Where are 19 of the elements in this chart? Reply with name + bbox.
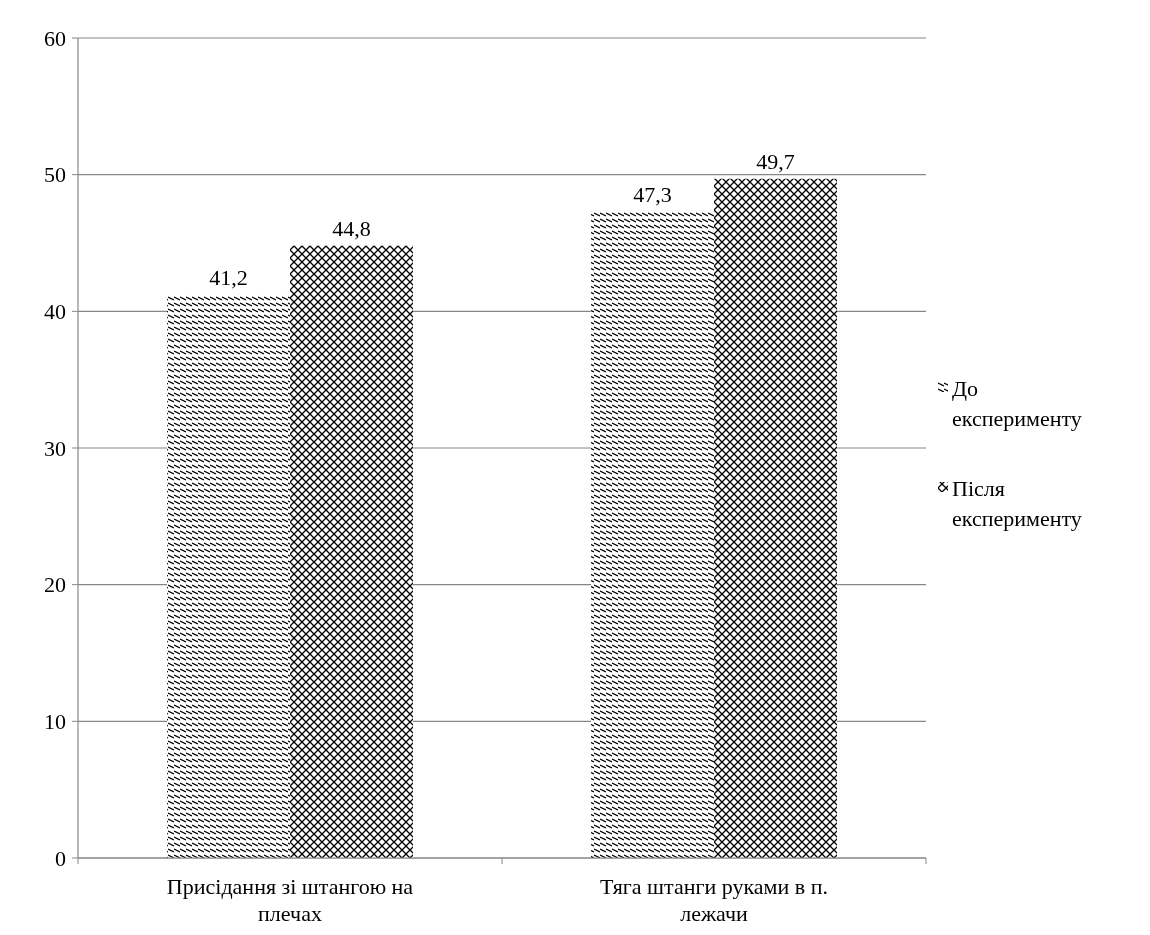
y-tick-label: 60 bbox=[44, 25, 66, 51]
y-tick-label: 20 bbox=[44, 572, 66, 598]
bar bbox=[167, 294, 290, 858]
x-tick-label: Тяга штанги руками в п. лежачи bbox=[600, 874, 828, 926]
y-tick-label: 40 bbox=[44, 299, 66, 325]
bar bbox=[591, 211, 714, 858]
y-tick-label: 30 bbox=[44, 435, 66, 461]
y-tick-label: 10 bbox=[44, 709, 66, 735]
y-tick-label: 50 bbox=[44, 162, 66, 188]
data-label: 47,3 bbox=[633, 181, 672, 207]
bar bbox=[290, 245, 413, 858]
y-tick-label: 0 bbox=[55, 845, 66, 871]
legend-label: Після експерименту bbox=[952, 475, 1082, 531]
x-tick-label: Присідання зі штангою на плечах bbox=[166, 874, 414, 926]
legend-label: До експерименту bbox=[952, 375, 1082, 431]
data-label: 41,2 bbox=[209, 264, 248, 290]
data-label: 49,7 bbox=[756, 148, 795, 174]
data-label: 44,8 bbox=[332, 215, 371, 241]
bar bbox=[714, 178, 837, 858]
